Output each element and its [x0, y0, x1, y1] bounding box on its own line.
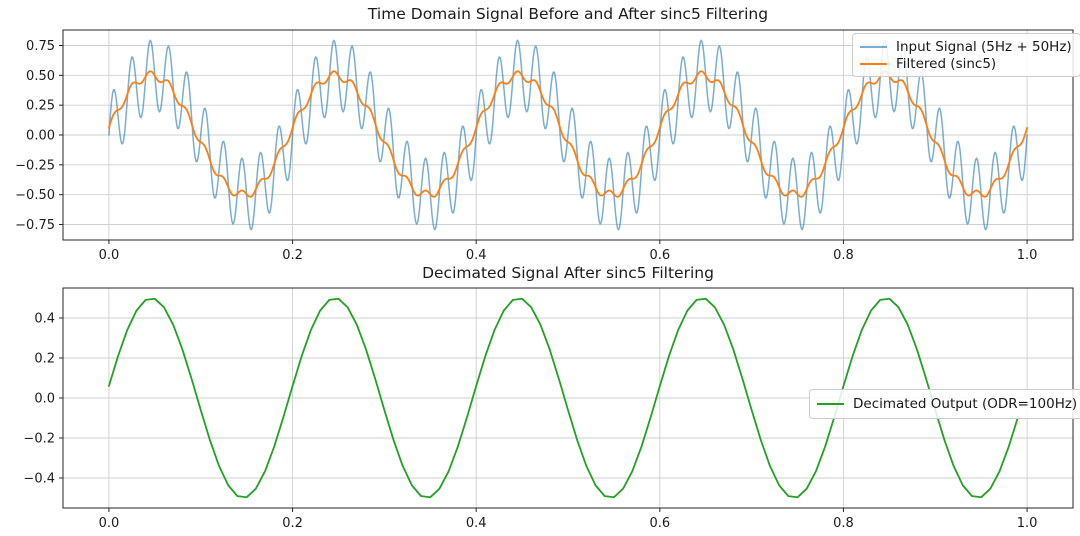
x-tick-label: 1.0: [1017, 248, 1038, 263]
y-tick-label: 0.00: [26, 129, 55, 144]
input-signal-legend-line-icon: [860, 45, 887, 48]
y-tick-label: −0.2: [23, 432, 55, 447]
y-tick-label: 0.0: [34, 392, 55, 407]
x-tick-label: 0.6: [649, 516, 670, 531]
filtered-legend-line-icon: [860, 62, 887, 65]
y-tick-label: 0.2: [34, 352, 55, 367]
bottom-plot-legend: Decimated Output (ODR=100Hz): [809, 389, 1080, 419]
x-tick-label: 0.6: [649, 248, 670, 263]
top-plot-legend: Input Signal (5Hz + 50Hz) Filtered (sinc…: [852, 33, 1080, 77]
y-tick-label: −0.4: [23, 472, 55, 487]
legend-entry-input-signal: Input Signal (5Hz + 50Hz): [860, 38, 1072, 55]
series-line-filtered-sinc5: [108, 70, 1028, 198]
series-lines: [108, 39, 1028, 231]
x-tick-label: 0.8: [833, 248, 854, 263]
filtered-legend-label: Filtered (sinc5): [896, 55, 997, 72]
y-tick-label: −0.50: [15, 188, 55, 203]
x-tick-label: 1.0: [1017, 516, 1038, 531]
legend-entry-filtered: Filtered (sinc5): [860, 55, 1072, 72]
axis-ticks: 0.0 0.2 0.4 0.6 0.8 1.0 0.4 0.2 0.0 −0.2 −0.4: [23, 312, 1037, 532]
top-plot-title: Time Domain Signal Before and After sinc…: [367, 5, 769, 23]
decimated-legend-line-icon: [817, 403, 844, 405]
x-tick-label: 0.8: [833, 516, 854, 531]
input-signal-legend-label: Input Signal (5Hz + 50Hz): [896, 38, 1072, 55]
x-tick-label: 0.4: [466, 516, 487, 531]
x-tick-label: 0.2: [282, 516, 303, 531]
legend-entry-decimated: Decimated Output (ODR=100Hz): [817, 395, 1077, 414]
y-tick-label: −0.25: [15, 158, 55, 173]
series-line-decimated-output-odr-100hz: [108, 297, 1019, 499]
y-tick-label: 0.75: [26, 39, 55, 54]
y-tick-label: 0.50: [26, 69, 55, 84]
x-tick-label: 0.4: [466, 248, 487, 263]
axis-ticks: 0.0 0.2 0.4 0.6 0.8 1.0 0.75 0.50 0.25 0.00 −0.25 −…: [15, 39, 1037, 263]
y-tick-label: −0.75: [15, 218, 55, 233]
series-lines: [108, 297, 1019, 499]
x-tick-label: 0.0: [99, 248, 120, 263]
y-tick-label: 0.25: [26, 99, 55, 114]
series-line-input-signal-5hz-50hz: [108, 39, 1028, 231]
x-tick-label: 0.0: [99, 516, 120, 531]
x-tick-label: 0.2: [282, 248, 303, 263]
bottom-plot-title: Decimated Signal After sinc5 Filtering: [422, 264, 714, 282]
y-tick-label: 0.4: [34, 312, 55, 327]
decimated-legend-label: Decimated Output (ODR=100Hz): [853, 396, 1078, 412]
